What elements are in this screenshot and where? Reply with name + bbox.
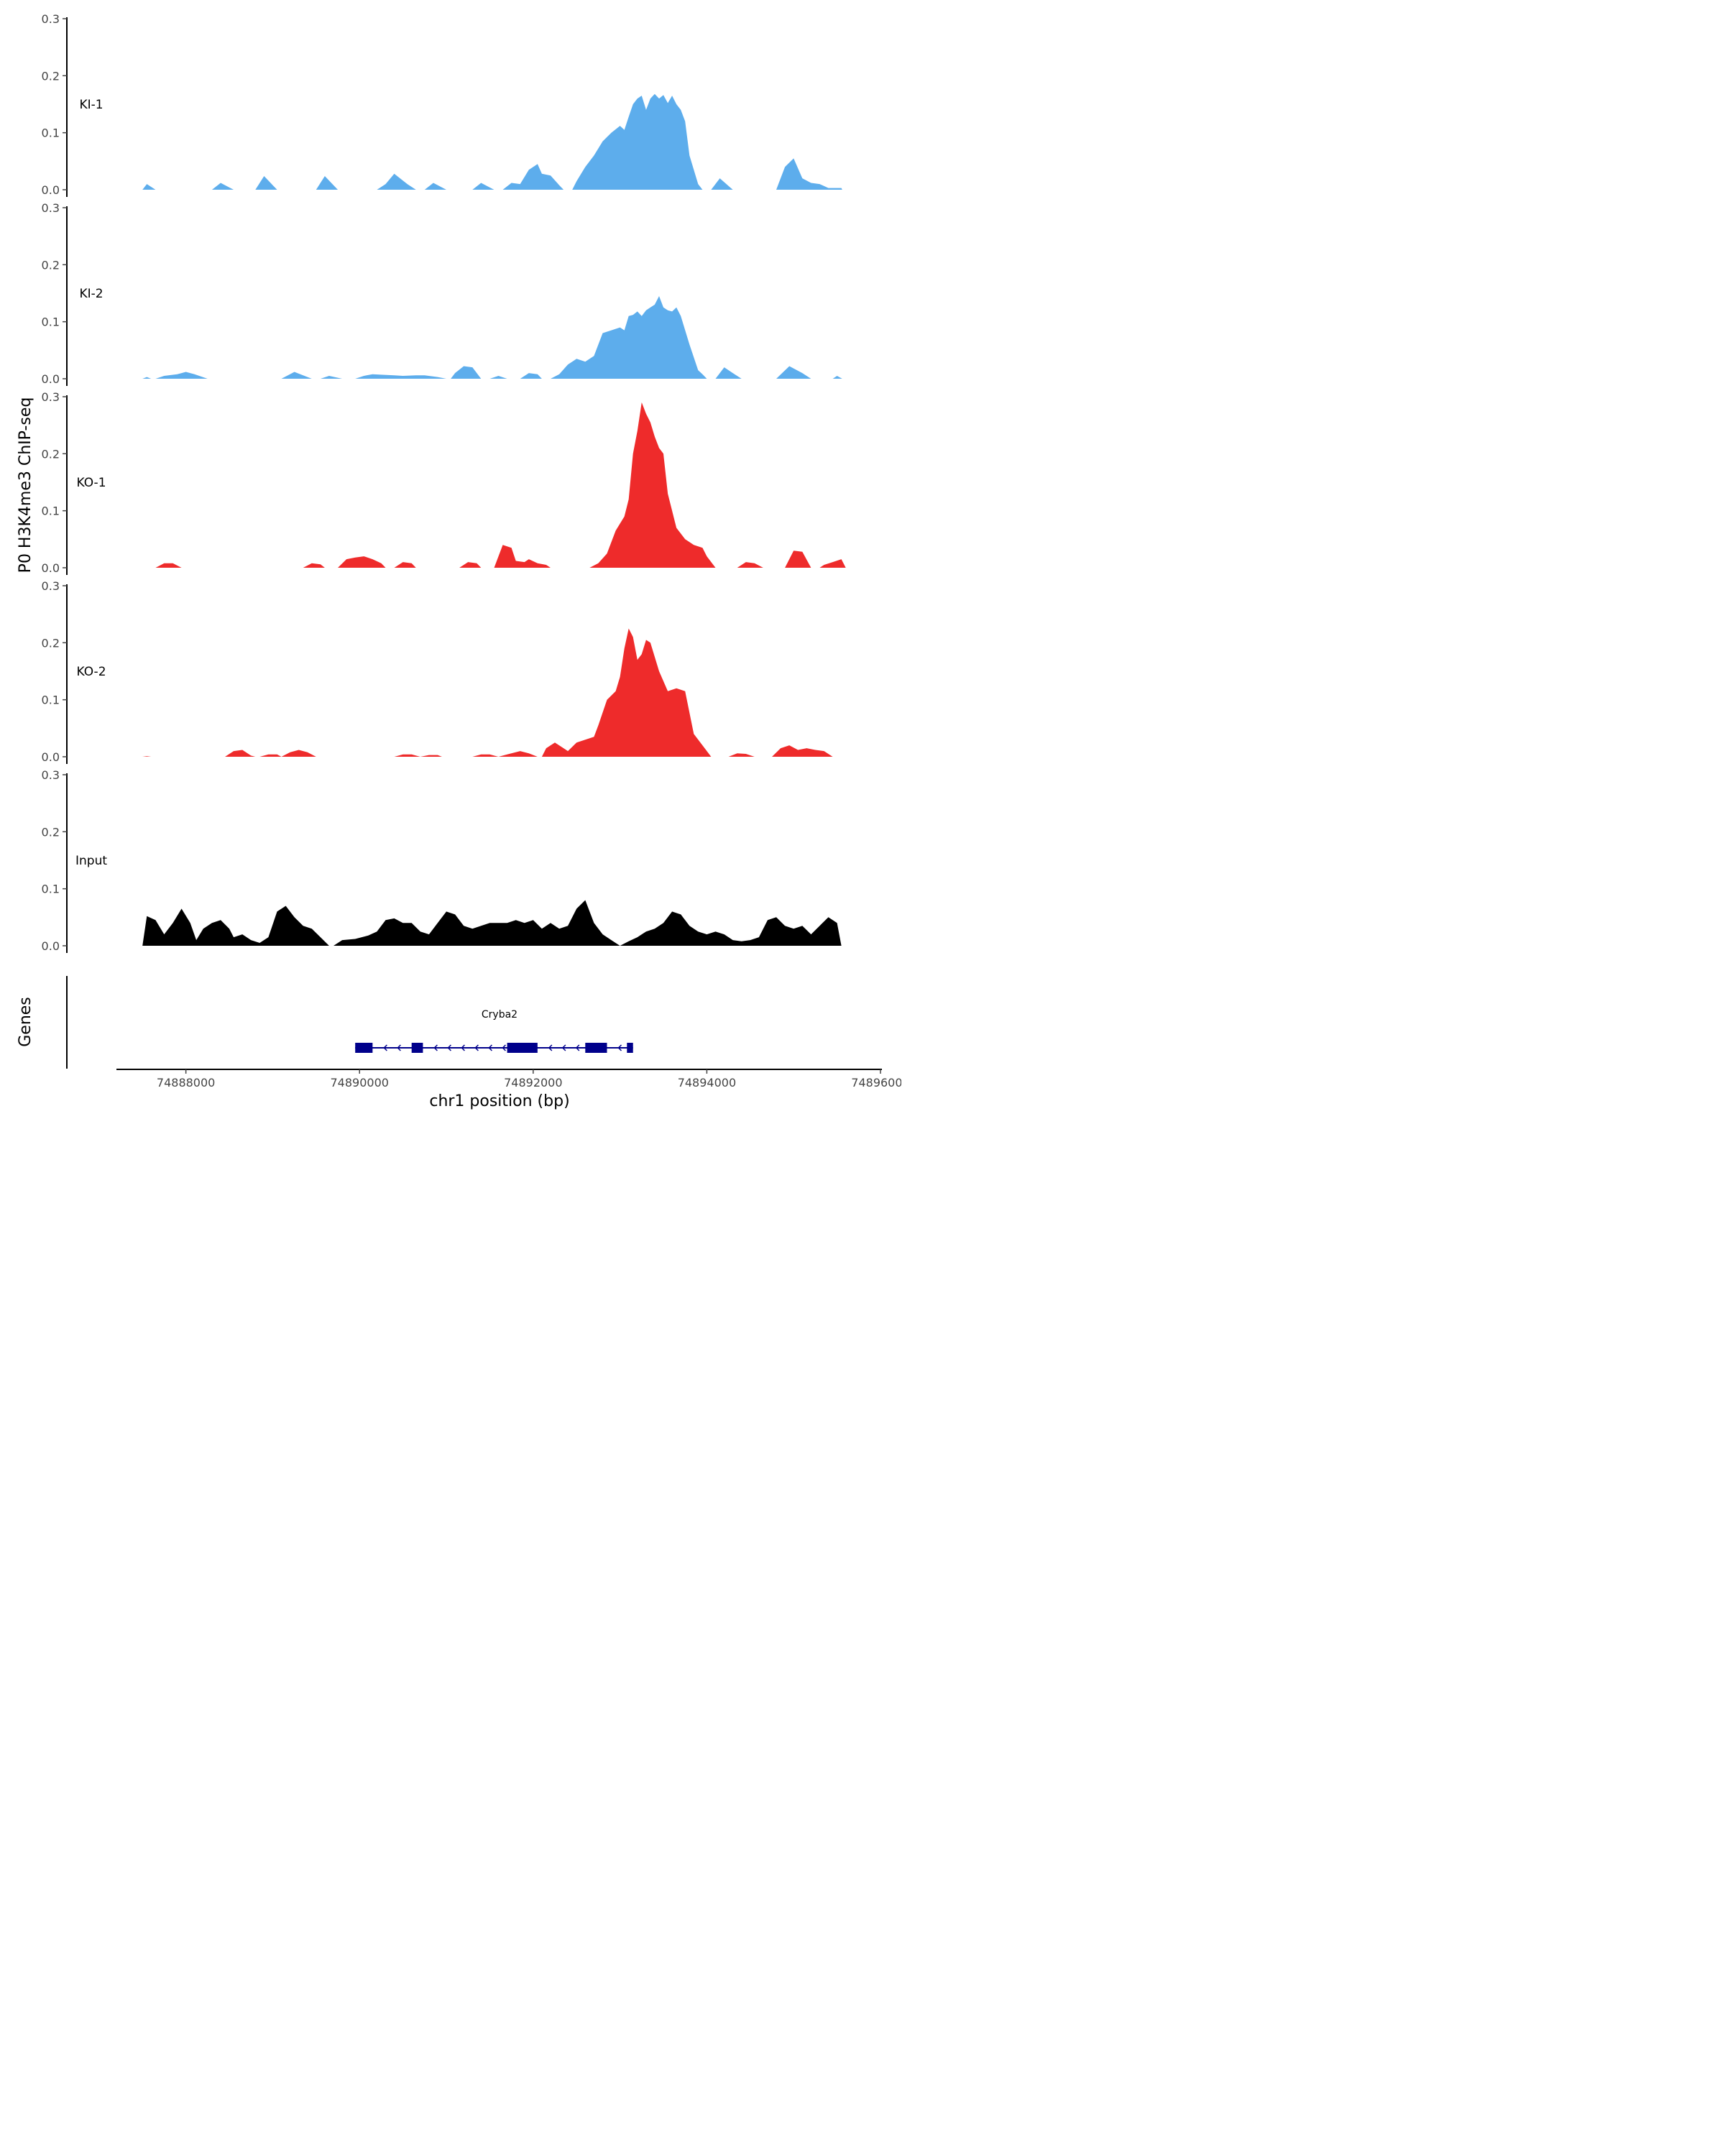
- gene-exon: [627, 1043, 633, 1053]
- signal-tracks: 0.00.10.20.3KI-10.00.10.20.3KI-20.00.10.…: [42, 12, 846, 953]
- track-label: Input: [75, 854, 107, 868]
- signal-area-ki-1: [142, 93, 842, 190]
- y-tick-label: 0.2: [42, 636, 60, 650]
- strand-arrow: [474, 1044, 479, 1051]
- x-axis: 74888000 74890000 74892000 74894000 74896000: [116, 1069, 901, 1089]
- gene-exon: [355, 1043, 373, 1053]
- signal-area-ko-1: [155, 402, 846, 568]
- signal-area-ko-2: [142, 628, 837, 757]
- strand-arrow: [397, 1044, 401, 1051]
- y-tick-label: 0.1: [42, 505, 60, 518]
- x-axis-title: chr1 position (bp): [429, 1092, 569, 1110]
- strand-arrow: [461, 1044, 465, 1051]
- y-tick-label: 0.3: [42, 390, 60, 404]
- strand-arrow: [488, 1044, 492, 1051]
- x-tick-label: 74894000: [678, 1076, 736, 1089]
- y-tick-label: 0.0: [42, 561, 60, 575]
- y-tick-label: 0.1: [42, 315, 60, 329]
- y-axis-title: P0 H3K4me3 ChIP-seq: [17, 397, 34, 573]
- strand-arrow: [433, 1044, 438, 1051]
- y-tick-label: 0.3: [42, 12, 60, 26]
- signal-area-input: [142, 900, 842, 946]
- gene-label: Cryba2: [482, 1009, 518, 1021]
- y-tick-label: 0.1: [42, 126, 60, 140]
- gene-exon: [507, 1043, 538, 1053]
- y-tick-label: 0.0: [42, 372, 60, 386]
- track-label: KO-2: [76, 665, 106, 679]
- gene-exon: [585, 1043, 607, 1053]
- track-ki-1: 0.0 0.1 0.2 0.3 KI-1: [42, 12, 842, 197]
- x-tick-label: 74892000: [504, 1076, 562, 1089]
- chip-seq-figure: P0 H3K4me3 ChIP-seq Genes chr1 position …: [17, 12, 901, 1110]
- y-tick-label: 0.3: [42, 768, 60, 782]
- y-tick-label: 0.1: [42, 883, 60, 896]
- x-tick-label: 74888000: [157, 1076, 215, 1089]
- y-tick-label: 0.2: [42, 69, 60, 83]
- y-tick-label: 0.0: [42, 183, 60, 197]
- y-tick-label: 0.2: [42, 447, 60, 461]
- y-tick-label: 0.1: [42, 694, 60, 707]
- x-tick-label: 74890000: [331, 1076, 389, 1089]
- strand-arrow: [383, 1044, 387, 1051]
- strand-arrow: [548, 1044, 553, 1051]
- y-tick-label: 0.2: [42, 258, 60, 272]
- signal-area-ki-2: [142, 296, 842, 379]
- track-ki-2: 0.0 0.1 0.2 0.3 KI-2: [42, 201, 842, 386]
- strand-arrow: [617, 1044, 622, 1051]
- track-ko-2: 0.0 0.1 0.2 0.3 KO-2: [42, 579, 837, 764]
- y-tick-label: 0.0: [42, 939, 60, 953]
- gene-exon: [411, 1043, 423, 1053]
- track-label: KI-2: [79, 287, 103, 301]
- strand-arrow: [502, 1044, 506, 1051]
- strand-arrow: [561, 1044, 566, 1051]
- gene-track: Cryba2: [66, 976, 633, 1069]
- y-tick-label: 0.3: [42, 201, 60, 215]
- strand-arrow: [575, 1044, 580, 1051]
- track-ko-1: 0.0 0.1 0.2 0.3 KO-1: [42, 390, 846, 575]
- track-label: KI-1: [79, 98, 103, 112]
- strand-arrow: [447, 1044, 451, 1051]
- y-tick-label: 0.0: [42, 750, 60, 764]
- genes-axis-title: Genes: [17, 997, 34, 1047]
- y-tick-label: 0.3: [42, 579, 60, 593]
- track-label: KO-1: [76, 476, 106, 490]
- x-tick-label: 74896000: [851, 1076, 901, 1089]
- track-input: 0.0 0.1 0.2 0.3 Input: [42, 768, 842, 953]
- y-tick-label: 0.2: [42, 825, 60, 839]
